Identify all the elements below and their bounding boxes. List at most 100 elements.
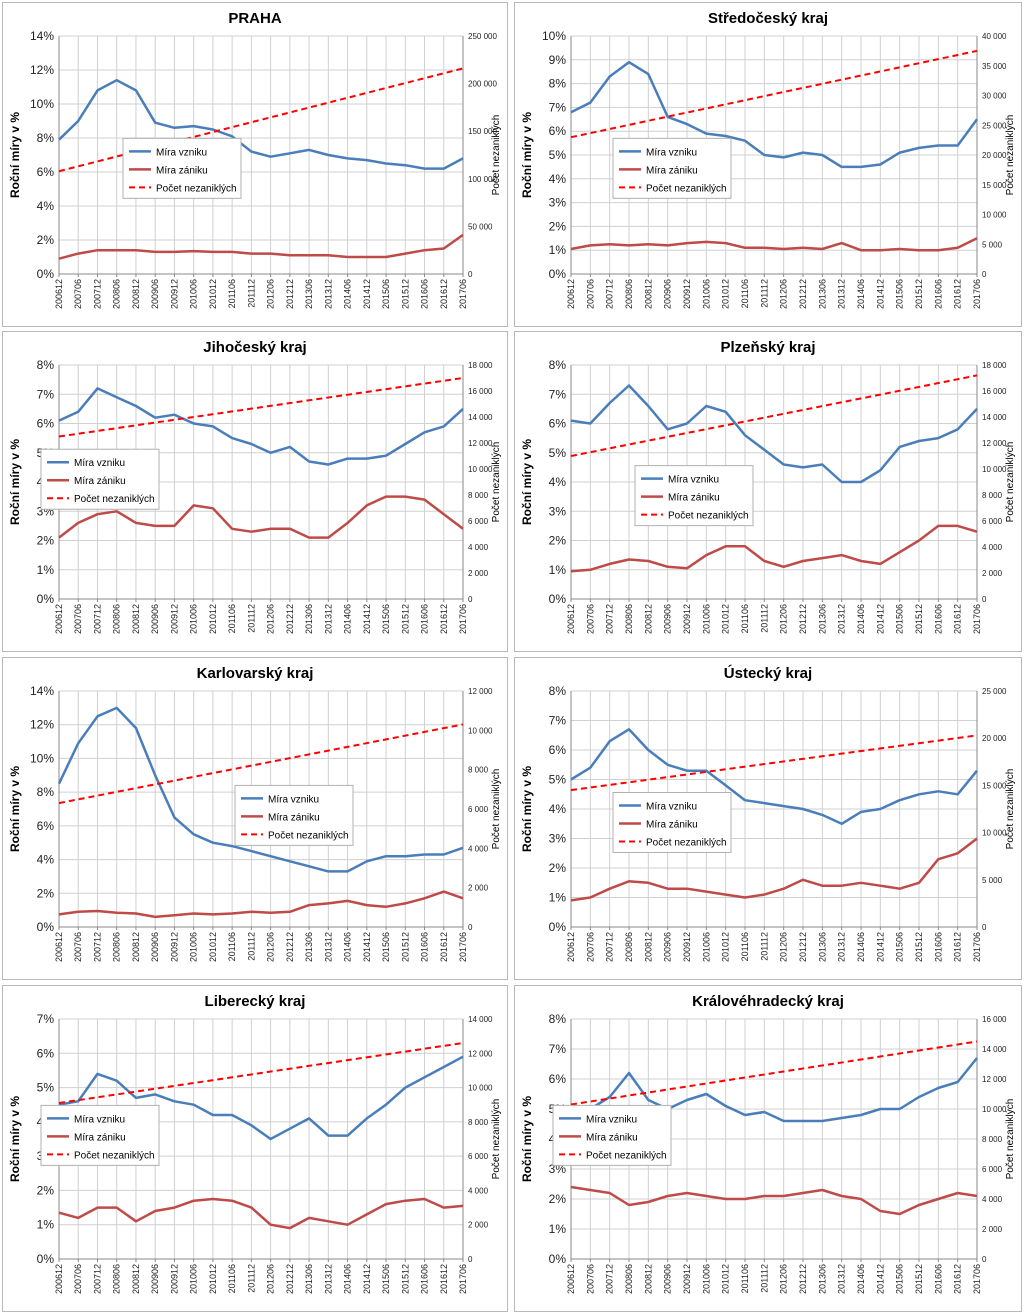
y2-tick-label: 2 000	[982, 569, 1003, 578]
legend-label: Míra zániku	[74, 476, 126, 487]
y2-tick-label: 10 000	[468, 465, 493, 474]
series-line-pocet	[58, 723, 464, 805]
y2-tick-label: 2 000	[468, 1221, 489, 1230]
chart-title: Jihočeský kraj	[203, 339, 306, 356]
y-tick-label: 8%	[37, 785, 55, 799]
x-tick-label: 200612	[566, 279, 576, 309]
x-tick-label: 201112	[246, 279, 256, 308]
series-line-zanik	[58, 890, 464, 919]
x-tick-label: 201112	[246, 1264, 256, 1293]
y2-tick-label: 8 000	[982, 1135, 1003, 1144]
series-line-pocet	[570, 734, 978, 792]
legend: Míra vzniku Míra zániku Počet nezaniklých	[40, 1104, 160, 1166]
y2-tick-label: 0	[982, 270, 987, 279]
y2-tick-label: 15 000	[982, 181, 1007, 190]
x-tick-label: 200812	[643, 604, 653, 634]
chart-panel-liberecky: Liberecký kraj0%1%2%3%4%5%6%7%2006122007…	[2, 985, 508, 1312]
y2-tick-label: 20 000	[982, 151, 1007, 160]
x-tick-label: 201212	[285, 604, 295, 634]
x-tick-label: 200712	[92, 932, 102, 962]
series-line-zanik	[570, 524, 978, 573]
y2-tick-label: 35 000	[982, 62, 1007, 71]
legend-label: Míra vzniku	[586, 1114, 637, 1125]
x-tick-label: 201012	[208, 932, 218, 962]
y-tick-label: 8%	[549, 1012, 567, 1026]
series-line-vznik	[58, 78, 464, 170]
x-tick-label: 200706	[585, 604, 595, 634]
series-line-vznik	[570, 728, 978, 826]
x-tick-label: 201112	[759, 604, 769, 633]
x-tick-label: 201406	[343, 604, 353, 634]
x-tick-label: 200612	[566, 604, 576, 634]
x-tick-label: 201706	[458, 932, 468, 962]
x-tick-label: 200912	[682, 279, 692, 309]
y-tick-label: 8%	[37, 131, 55, 145]
chart-panel-karlovarsky: Karlovarský kraj 0% 2% 4% 6% 8% 10% 12% 14% 20061…	[2, 657, 508, 980]
x-tick-label: 201312	[837, 932, 847, 962]
x-tick-label: 200712	[92, 604, 102, 634]
legend-label: Počet nezaniklých	[646, 837, 727, 848]
y2-tick-label: 6 000	[982, 517, 1003, 526]
x-tick-label: 201612	[953, 604, 963, 634]
x-tick-label: 201306	[817, 932, 827, 962]
y-tick-label: 14%	[30, 684, 54, 698]
x-tick-label: 200706	[73, 932, 83, 962]
x-tick-label: 201212	[285, 1264, 295, 1294]
y2-tick-label: 10 000	[468, 726, 493, 735]
chart-title: PRAHA	[228, 10, 282, 27]
y2-tick-label: 8 000	[468, 766, 489, 775]
y-tick-label: 2%	[37, 534, 55, 548]
y-tick-label: 6%	[549, 743, 567, 757]
x-tick-label: 201406	[856, 604, 866, 634]
x-tick-label: 201512	[914, 604, 924, 634]
y-tick-label: 0%	[549, 1252, 567, 1266]
x-tick-label: 201512	[400, 1264, 410, 1294]
legend: Míra vzniku Míra zániku Počet nezaniklých	[634, 465, 754, 527]
y-axis-title: Roční míry v %	[8, 439, 22, 525]
x-tick-label: 201006	[189, 604, 199, 634]
x-tick-label: 201412	[875, 279, 885, 309]
x-tick-label: 200806	[112, 932, 122, 962]
x-tick-label: 201006	[701, 279, 711, 309]
legend-label: Míra vzniku	[74, 1114, 125, 1125]
y2-axis-title: Počet nezaniklých	[491, 115, 502, 196]
y2-tick-label: 100 000	[468, 175, 497, 184]
x-tick-label: 201206	[266, 279, 276, 309]
y-tick-label: 6%	[37, 819, 55, 833]
series-line-vznik	[57, 706, 464, 873]
y2-tick-label: 0	[468, 1255, 473, 1264]
x-tick-label: 201012	[721, 279, 731, 309]
x-tick-label: 201306	[304, 604, 314, 634]
x-tick-label: 201206	[779, 1264, 789, 1294]
y-axis-title: Roční míry v %	[8, 766, 22, 852]
y2-tick-label: 15 000	[982, 781, 1007, 790]
x-tick-label: 201406	[856, 1264, 866, 1294]
x-tick-label: 200812	[643, 932, 653, 962]
legend-label: Počet nezaniklých	[268, 830, 349, 841]
series-line-zanik	[58, 495, 464, 539]
y2-tick-label: 14 000	[982, 413, 1007, 422]
y2-axis-title: Počet nezaniklých	[491, 442, 502, 523]
y2-tick-label: 2 000	[468, 569, 489, 578]
x-tick-label: 200806	[624, 1264, 634, 1294]
x-tick-label: 201412	[362, 1264, 372, 1294]
x-tick-label: 201006	[189, 932, 199, 962]
y2-tick-label: 0	[468, 270, 473, 279]
y2-tick-label: 6 000	[982, 1165, 1003, 1174]
y2-tick-label: 30 000	[982, 92, 1007, 101]
x-tick-label: 201706	[458, 604, 468, 634]
x-tick-label: 201706	[972, 604, 982, 634]
y-tick-label: 8%	[549, 684, 567, 698]
x-tick-label: 200806	[112, 1264, 122, 1294]
x-tick-label: 201406	[343, 279, 353, 309]
y2-tick-label: 2 000	[468, 884, 489, 893]
y-tick-label: 3%	[549, 504, 567, 518]
y2-tick-label: 10 000	[982, 211, 1007, 220]
y2-tick-label: 6 000	[468, 517, 489, 526]
x-tick-label: 201412	[875, 932, 885, 962]
y2-tick-label: 6 000	[468, 1152, 489, 1161]
y2-tick-label: 10 000	[468, 1084, 493, 1093]
y-tick-label: 9%	[549, 53, 567, 67]
legend: Míra vzniku Míra zániku Počet nezaniklých	[40, 448, 160, 510]
x-tick-label: 201012	[721, 932, 731, 962]
